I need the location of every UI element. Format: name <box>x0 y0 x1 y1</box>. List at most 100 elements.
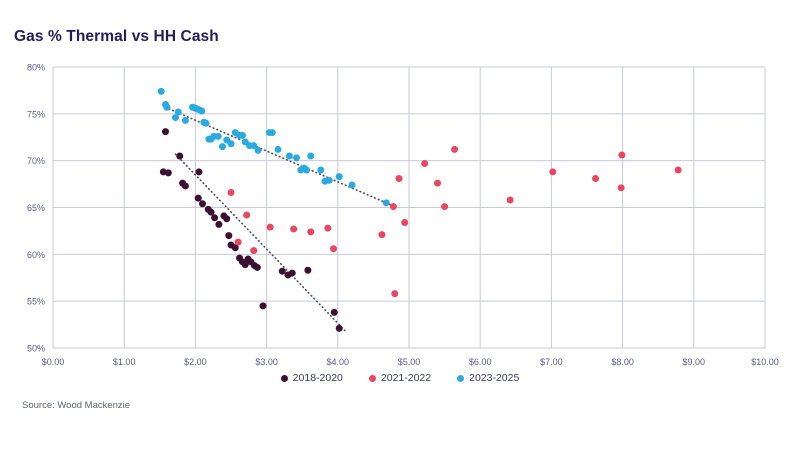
data-point <box>250 142 258 150</box>
data-point <box>254 146 262 154</box>
data-point <box>266 223 274 231</box>
data-point <box>207 208 215 216</box>
data-point <box>227 189 235 197</box>
legend-color-swatch-icon <box>280 374 288 382</box>
y-axis-tick-label: 60% <box>27 250 45 260</box>
y-axis-tick-label: 80% <box>27 63 45 73</box>
data-point <box>307 152 315 160</box>
data-point <box>441 203 449 211</box>
data-point <box>198 107 206 115</box>
x-axis-tick-label: $6.00 <box>469 357 492 367</box>
data-point <box>617 184 625 192</box>
data-point <box>506 196 514 204</box>
data-point <box>395 174 403 182</box>
data-point <box>549 168 557 176</box>
x-axis-tick-label: $2.00 <box>184 357 207 367</box>
x-axis-tick-label: $0.00 <box>42 357 65 367</box>
data-point <box>335 324 343 332</box>
data-point <box>241 261 249 269</box>
data-point <box>195 168 203 176</box>
chart-legend: 2018-2020 2021-2022 2023-2025 <box>0 372 800 384</box>
data-point <box>161 128 169 136</box>
legend-item[interactable]: 2023-2025 <box>457 372 519 384</box>
data-point <box>592 174 600 182</box>
data-point <box>234 238 242 246</box>
x-axis-tick-label: $1.00 <box>113 357 136 367</box>
x-axis-tick-label: $7.00 <box>540 357 563 367</box>
data-point <box>268 129 276 137</box>
data-point <box>288 269 296 277</box>
data-point <box>259 302 267 310</box>
data-point <box>433 179 441 187</box>
data-point <box>194 194 202 202</box>
x-axis-tick-label: $5.00 <box>398 357 421 367</box>
data-point <box>451 145 459 153</box>
y-axis-tick-label: 65% <box>27 203 45 213</box>
data-point <box>223 215 231 223</box>
data-point <box>278 267 286 275</box>
data-point <box>218 143 226 151</box>
data-point <box>211 214 219 222</box>
y-axis-tick-label: 75% <box>27 109 45 119</box>
legend-item-label: 2018-2020 <box>292 372 343 384</box>
legend-color-swatch-icon <box>457 374 465 382</box>
x-axis-tick-label: $10.00 <box>751 357 779 367</box>
data-point <box>325 176 333 184</box>
page-title: Gas % Thermal vs HH Cash <box>14 28 219 45</box>
y-axis-tick-label: 70% <box>27 156 45 166</box>
data-point <box>225 232 233 240</box>
y-axis-tick-label: 50% <box>27 344 45 354</box>
data-point <box>618 151 626 159</box>
legend-item-label: 2023-2025 <box>469 372 520 384</box>
data-point <box>199 200 207 208</box>
x-axis-tick-label: $3.00 <box>255 357 278 367</box>
data-point <box>238 131 246 139</box>
data-point <box>215 220 223 228</box>
data-point <box>330 308 338 316</box>
data-point <box>302 166 310 174</box>
data-point <box>274 145 282 153</box>
data-point <box>317 166 325 174</box>
data-points <box>157 87 682 332</box>
data-point <box>227 140 235 148</box>
legend-color-swatch-icon <box>368 374 376 382</box>
legend-item[interactable]: 2018-2020 <box>280 372 343 384</box>
trendline <box>164 106 392 206</box>
x-axis-tick-label: $4.00 <box>327 357 350 367</box>
legend-item-label: 2021-2022 <box>380 372 432 384</box>
data-point <box>389 203 397 211</box>
data-point <box>290 225 298 233</box>
trendlines <box>164 106 392 333</box>
x-axis-tick-labels: $0.00 $1.00 $2.00 $3.00 $4.00 $5.00 $6.00 $7.00… <box>42 357 779 367</box>
data-point <box>231 244 239 252</box>
data-point <box>181 182 189 190</box>
data-point <box>214 132 222 140</box>
data-point <box>176 152 184 160</box>
data-point <box>174 108 182 116</box>
data-point <box>285 152 293 160</box>
y-axis-tick-labels: 80% 75% 70% 65% 60% 55% 50% <box>27 63 45 354</box>
data-point <box>307 228 315 236</box>
data-point <box>330 245 338 253</box>
data-point <box>674 166 682 174</box>
data-point <box>253 263 261 271</box>
data-point <box>181 116 189 124</box>
data-point <box>382 199 390 207</box>
data-point <box>324 224 332 232</box>
data-point <box>304 266 312 274</box>
data-point <box>157 87 165 95</box>
data-point <box>164 169 172 177</box>
data-point <box>243 211 251 219</box>
data-point <box>163 103 171 111</box>
grid-lines <box>52 66 766 349</box>
data-point <box>421 159 429 167</box>
data-point <box>401 218 409 226</box>
data-point <box>250 247 258 255</box>
y-axis-tick-label: 55% <box>27 297 45 307</box>
legend-item[interactable]: 2021-2022 <box>368 372 432 384</box>
data-point <box>348 181 356 189</box>
data-point <box>202 119 210 127</box>
data-point <box>293 154 301 162</box>
data-point <box>335 173 343 181</box>
